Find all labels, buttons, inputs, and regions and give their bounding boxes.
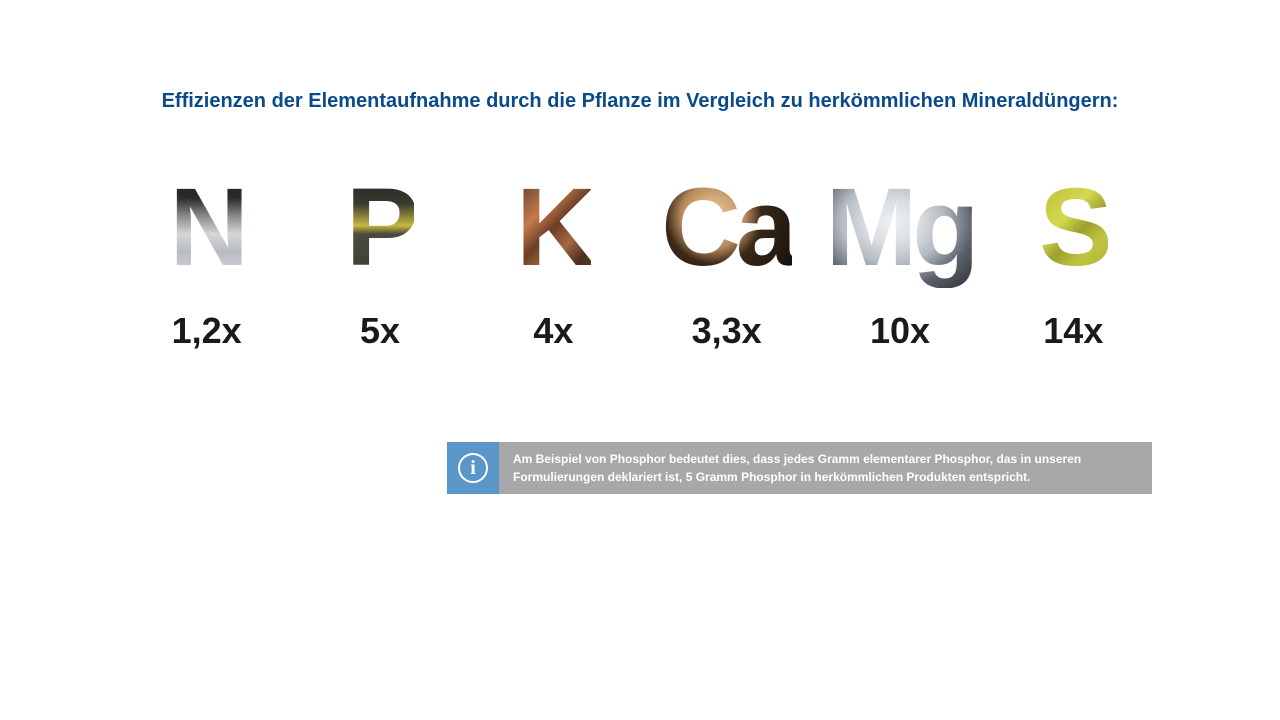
element-item-n: N 1,2x <box>120 168 293 352</box>
element-value: 10x <box>870 310 930 352</box>
page-title: Effizienzen der Elementaufnahme durch di… <box>0 90 1280 113</box>
element-symbol: Ca <box>661 168 792 288</box>
info-icon: i <box>458 453 488 483</box>
element-item-k: K 4x <box>467 168 640 352</box>
info-text: Am Beispiel von Phosphor bedeutet dies, … <box>499 442 1152 494</box>
element-value: 4x <box>533 310 573 352</box>
element-value: 3,3x <box>692 310 762 352</box>
element-value: 1,2x <box>172 310 242 352</box>
element-item-mg: Mg 10x <box>813 168 986 352</box>
infographic-container: Effizienzen der Elementaufnahme durch di… <box>0 0 1280 352</box>
element-value: 14x <box>1043 310 1103 352</box>
element-symbol: Mg <box>826 168 975 288</box>
element-symbol: K <box>516 168 590 288</box>
element-value: 5x <box>360 310 400 352</box>
info-icon-wrap: i <box>447 442 499 494</box>
element-symbol: S <box>1039 168 1107 288</box>
element-symbol: P <box>346 168 414 288</box>
element-item-s: S 14x <box>987 168 1160 352</box>
element-item-p: P 5x <box>293 168 466 352</box>
element-item-ca: Ca 3,3x <box>640 168 813 352</box>
elements-row: N 1,2x P 5x K 4x Ca 3,3x Mg 10x S 14x <box>0 168 1280 352</box>
element-symbol: N <box>169 168 243 288</box>
info-callout: i Am Beispiel von Phosphor bedeutet dies… <box>447 442 1152 494</box>
